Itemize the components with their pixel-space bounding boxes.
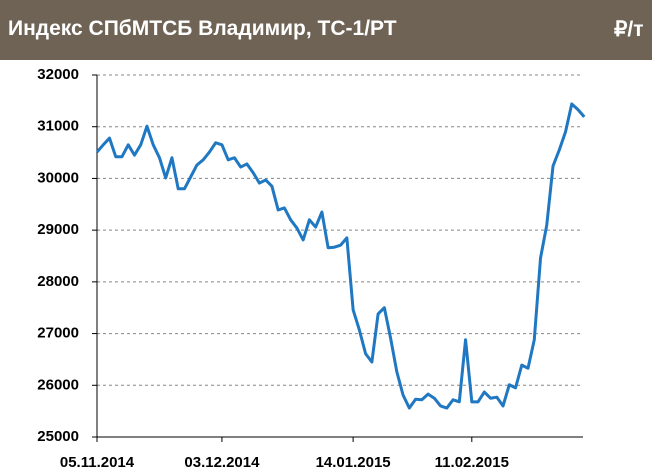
line: [95, 102, 586, 410]
y-tick-label: 27000: [37, 325, 79, 342]
header: Индекс СПбМТСБ Владимир, ТС-1/РТ ₽/т: [0, 0, 652, 60]
chart-title: Индекс СПбМТСБ Владимир, ТС-1/РТ: [8, 17, 397, 40]
x-tick-label: 03.12.2014: [184, 454, 260, 471]
chart: 25000 26000 27000 28000 29000 30000 31000 32000…: [37, 66, 586, 471]
y-tick-label: 30000: [37, 169, 79, 186]
x-tick-label: 11.02.2015: [435, 454, 509, 471]
x-tick-label: 14.01.2015: [316, 454, 391, 471]
y-tick-label: 26000: [37, 376, 79, 393]
x-tick-label: 05.11.2014: [60, 454, 135, 471]
y-tick-label: 31000: [37, 118, 79, 135]
y-tick-label: 28000: [37, 273, 79, 290]
y-tick-label: 25000: [37, 428, 79, 445]
y-tick-label: 29000: [37, 221, 79, 238]
y-tick-label: 32000: [37, 66, 79, 83]
unit: ₽/т: [614, 18, 644, 41]
